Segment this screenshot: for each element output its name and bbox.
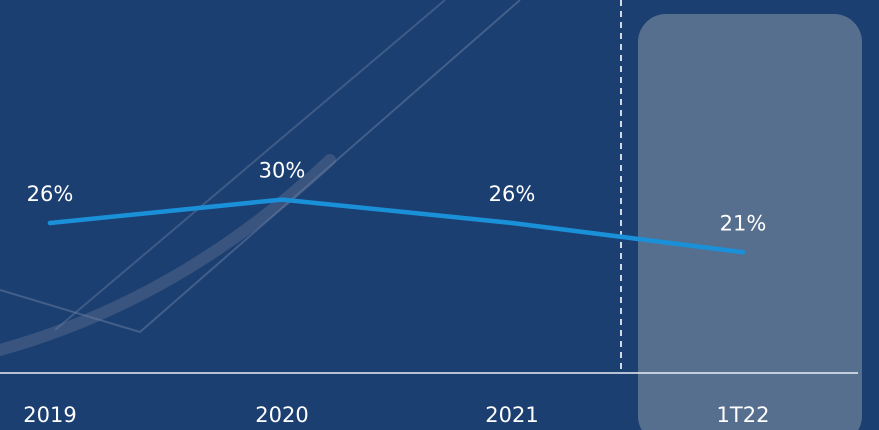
x-tick-label-2019: 2019 <box>23 403 76 427</box>
x-tick-label-2020: 2020 <box>255 403 308 427</box>
series-layer <box>47 197 746 255</box>
label-layer: 26% 30% 26% 21% <box>27 159 767 236</box>
x-tick-label-2021: 2021 <box>485 403 538 427</box>
highlight-panel <box>638 14 862 430</box>
data-point-2020 <box>279 197 285 202</box>
data-point-2021 <box>509 220 515 226</box>
data-label-2019: 26% <box>27 182 74 206</box>
data-label-2021: 26% <box>489 182 536 206</box>
tick-layer: 2019 2020 2021 1T22 <box>23 403 769 427</box>
background-decoration <box>0 0 521 356</box>
series-line <box>47 197 746 255</box>
data-label-2020: 30% <box>259 159 306 183</box>
x-tick-label-1t22: 1T22 <box>717 403 770 427</box>
data-label-1t22: 21% <box>720 211 767 235</box>
data-point-2019 <box>47 220 53 226</box>
data-point-1t22 <box>740 250 746 255</box>
